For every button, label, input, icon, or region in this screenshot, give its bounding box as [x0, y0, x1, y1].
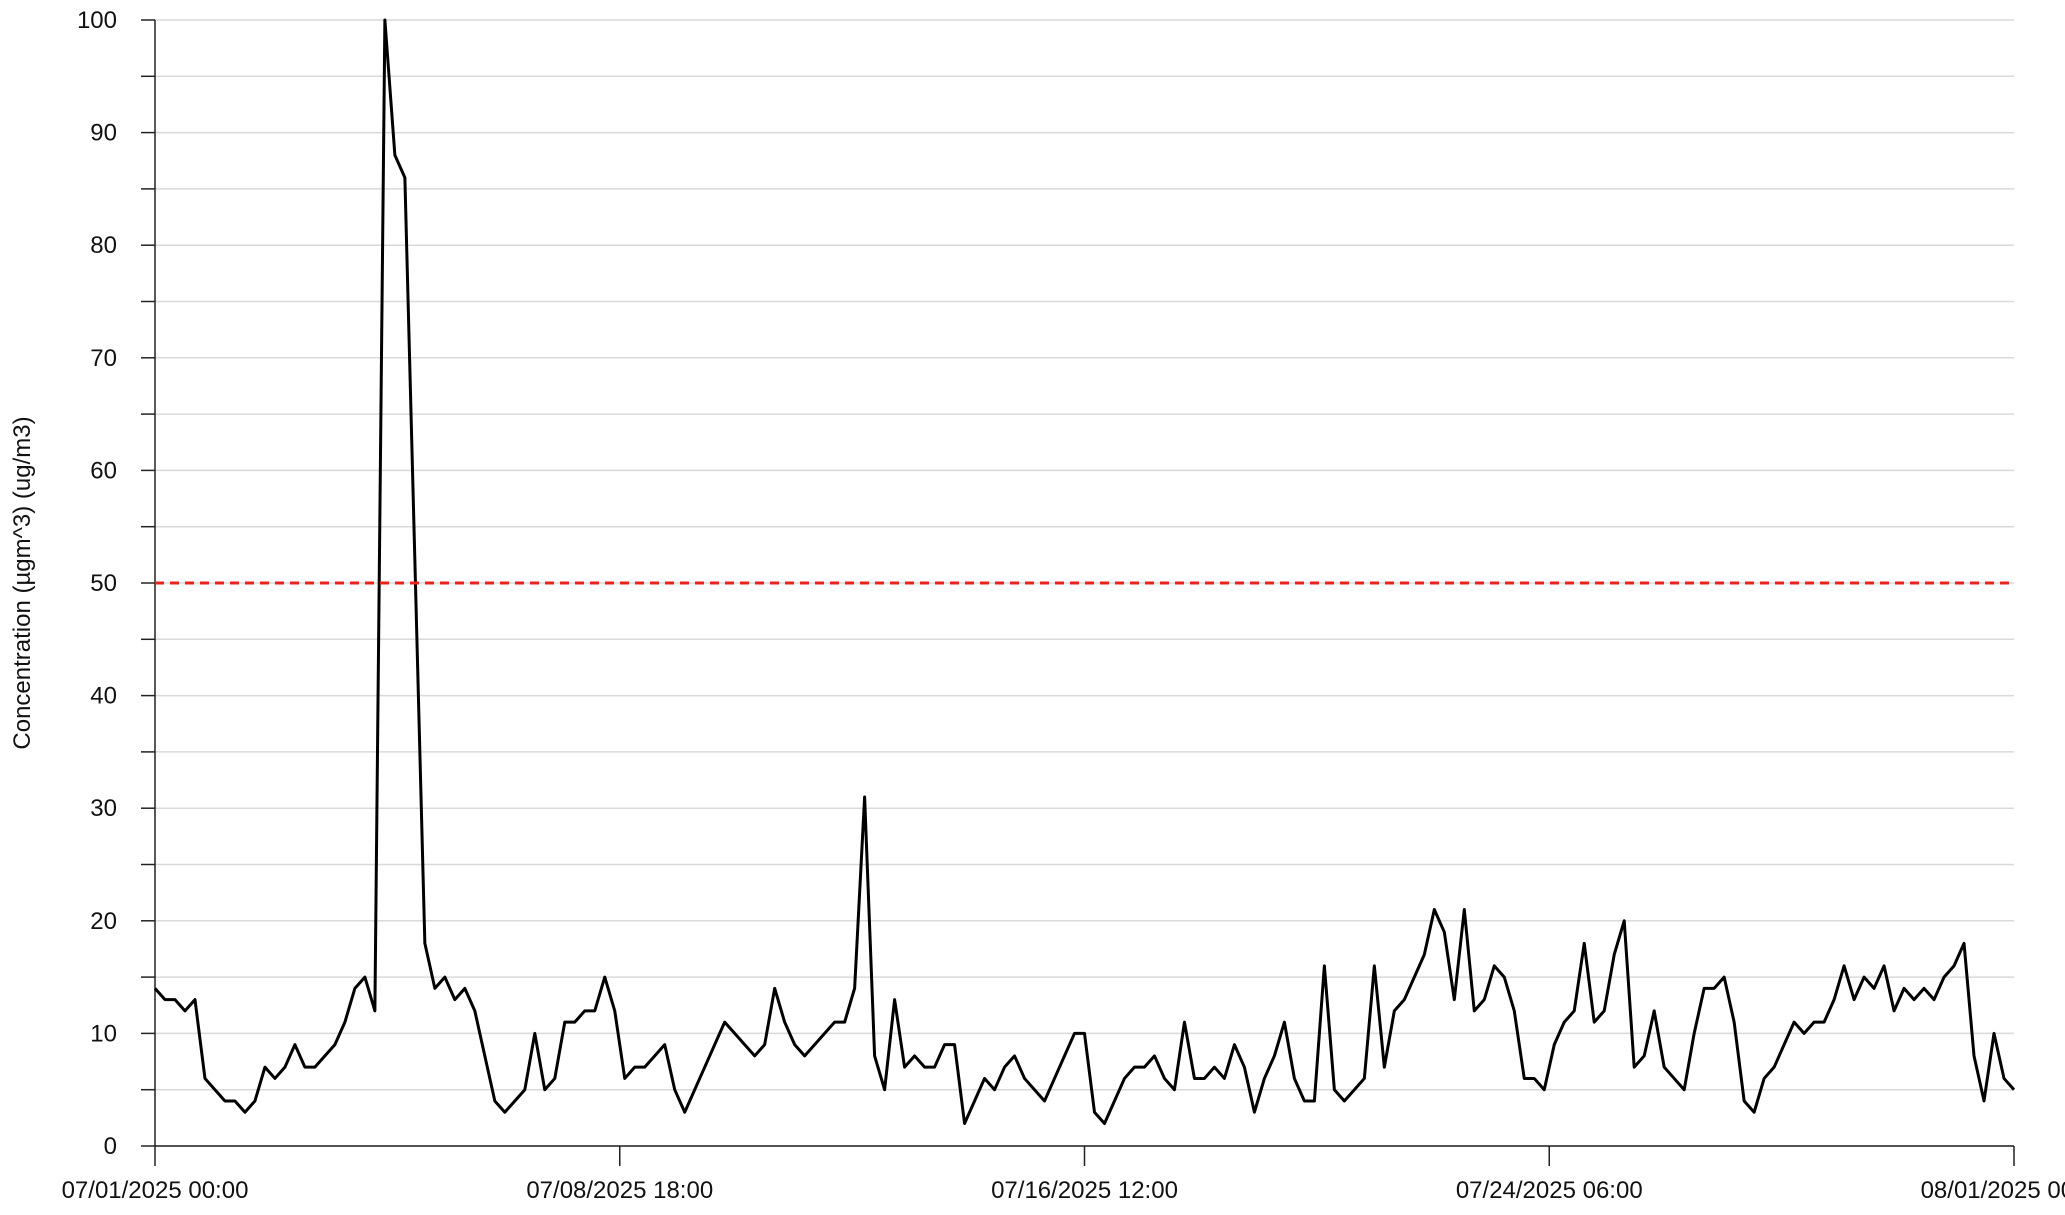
y-tick-label: 100 — [77, 7, 117, 34]
y-tick-label: 0 — [104, 1133, 117, 1160]
y-tick-label: 60 — [90, 457, 117, 484]
y-tick-label: 70 — [90, 345, 117, 372]
x-tick-label: 08/01/2025 00:00 — [1921, 1177, 2065, 1204]
x-tick-label: 07/08/2025 18:00 — [526, 1177, 713, 1204]
y-tick-label: 90 — [90, 120, 117, 147]
y-tick-label: 30 — [90, 795, 117, 822]
y-axis-label: Concentration (µgm^3) (ug/m3) — [9, 416, 36, 749]
y-tick-label: 10 — [90, 1020, 117, 1047]
x-tick-label: 07/24/2025 06:00 — [1456, 1177, 1643, 1204]
y-tick-label: 80 — [90, 232, 117, 259]
y-tick-label: 40 — [90, 683, 117, 710]
x-tick-label: 07/01/2025 00:00 — [62, 1177, 249, 1204]
y-tick-label: 20 — [90, 908, 117, 935]
data-line — [153, 18, 2016, 1125]
y-tick-label: 50 — [90, 570, 117, 597]
x-tick-label: 07/16/2025 12:00 — [991, 1177, 1178, 1204]
